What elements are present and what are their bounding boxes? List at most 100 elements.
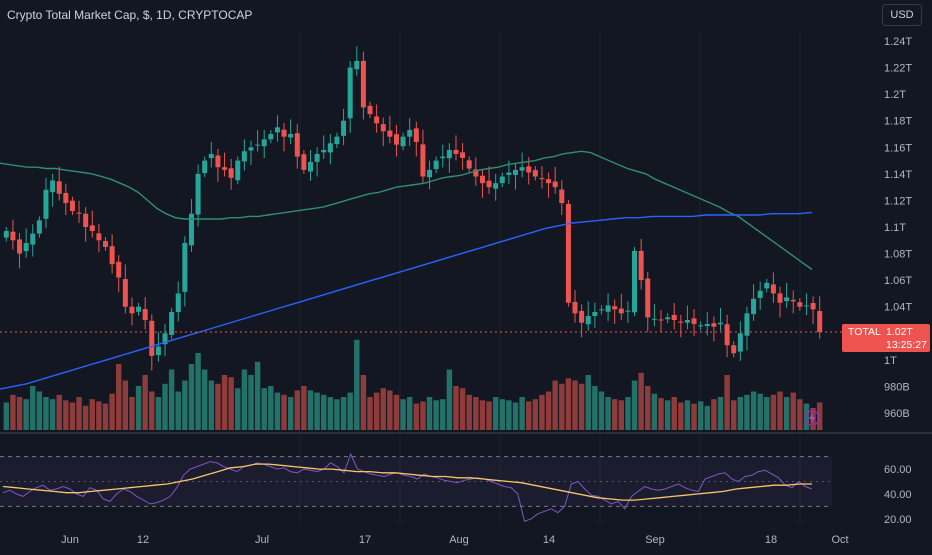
- candle-body: [737, 333, 743, 352]
- price-tick-label: 1.24T: [884, 36, 912, 48]
- volume-bar: [816, 402, 823, 430]
- candle-body: [526, 166, 532, 173]
- candle-body: [493, 183, 499, 189]
- volume-bar: [400, 399, 406, 430]
- candle-body: [440, 156, 446, 159]
- volume-bar: [671, 397, 677, 430]
- candle-body: [645, 278, 651, 318]
- candle-body: [208, 153, 214, 159]
- volume-bar: [532, 399, 539, 430]
- volume-bar: [479, 400, 486, 430]
- volume-bar: [3, 402, 10, 430]
- volume-bar: [731, 400, 737, 430]
- volume-bar: [228, 377, 234, 430]
- candle-body: [466, 160, 472, 169]
- candle-body: [169, 312, 175, 335]
- price-tick-label: 1.06T: [884, 275, 912, 287]
- volume-bar: [208, 380, 215, 430]
- rsi-pane: 60.00 40.00 20.00: [0, 452, 912, 526]
- volume-bar: [440, 399, 446, 430]
- candle-body: [506, 172, 512, 175]
- candle-body: [612, 306, 618, 310]
- volume-bar: [89, 399, 95, 430]
- lightning-icon-ring: [804, 410, 820, 426]
- currency-button[interactable]: USD: [882, 4, 922, 26]
- volume-bar: [777, 391, 783, 430]
- candle-body: [817, 310, 823, 332]
- volume-bar: [43, 397, 49, 430]
- candle-body: [188, 213, 194, 246]
- candle-body: [182, 242, 188, 292]
- price-tick-label: 1.18T: [884, 116, 912, 128]
- volume-bar: [757, 393, 763, 430]
- candle-body: [565, 203, 571, 303]
- candle-body: [89, 225, 95, 231]
- candle-body: [136, 306, 142, 312]
- ma-fast-line: [0, 150, 813, 271]
- candle-body: [751, 298, 757, 315]
- price-badge-symbol: TOTAL: [848, 326, 881, 338]
- volume-bar: [459, 388, 466, 430]
- candle-body: [770, 284, 776, 294]
- candle-body: [559, 189, 565, 204]
- candle-body: [69, 200, 75, 212]
- candle-body: [17, 239, 23, 254]
- candle-body: [380, 124, 386, 132]
- volume-bar: [149, 391, 155, 430]
- volume-bar: [235, 388, 241, 430]
- volume-bar: [254, 361, 261, 430]
- candle-body: [248, 147, 254, 151]
- volume-bar: [492, 397, 499, 430]
- candle-body: [288, 134, 294, 138]
- volume-bar: [56, 394, 62, 430]
- volume-bar: [347, 392, 353, 430]
- candle-body: [3, 230, 9, 238]
- volume-bar: [420, 401, 426, 430]
- volume-bar: [466, 394, 472, 430]
- volume-bar: [373, 392, 380, 430]
- volume-bar: [307, 390, 314, 430]
- candle-body: [764, 282, 770, 289]
- volume-bar: [433, 400, 439, 430]
- volume-bar: [215, 383, 221, 430]
- price-tick-label: 1T: [884, 355, 897, 367]
- lightning-icon-bolt: [809, 412, 815, 424]
- candle-body: [10, 231, 16, 241]
- candle-body: [579, 310, 585, 323]
- candle-body: [281, 129, 287, 137]
- candle-body: [294, 133, 300, 157]
- candle-body: [744, 313, 750, 336]
- time-tick-label: Aug: [449, 534, 469, 546]
- volume-bar: [770, 394, 777, 430]
- volume-bar: [367, 397, 373, 430]
- candle-body: [433, 160, 439, 170]
- candle-body: [665, 317, 671, 320]
- volume-bar: [76, 397, 82, 430]
- candle-body: [678, 321, 684, 323]
- volume-bar: [188, 364, 195, 430]
- volume-bar: [340, 397, 347, 430]
- candle-body: [307, 161, 314, 172]
- candle-body: [592, 312, 598, 317]
- candle-body: [155, 346, 161, 356]
- time-axis: Jun 12 Jul 17 Aug 14 Sep 18 Oct: [61, 534, 848, 546]
- candle-body: [341, 120, 347, 136]
- price-tick-label: 1.1T: [884, 222, 906, 234]
- candle-body: [274, 127, 280, 133]
- volume-bar: [109, 393, 115, 430]
- candle-body: [658, 319, 664, 321]
- candle-body: [479, 175, 485, 184]
- candle-body: [23, 242, 29, 252]
- candle-body: [499, 176, 505, 184]
- price-tick-label: 1.22T: [884, 63, 912, 75]
- volume-bar: [618, 400, 625, 430]
- candle-body: [691, 318, 697, 324]
- candle-body: [215, 155, 221, 168]
- time-tick-label: Sep: [645, 534, 665, 546]
- volume-bar: [261, 388, 267, 430]
- volume-bar: [645, 386, 651, 430]
- volume-bar: [697, 401, 704, 430]
- candle-body: [698, 325, 704, 327]
- time-tick-label: 17: [359, 534, 371, 546]
- volume-bar: [168, 369, 175, 430]
